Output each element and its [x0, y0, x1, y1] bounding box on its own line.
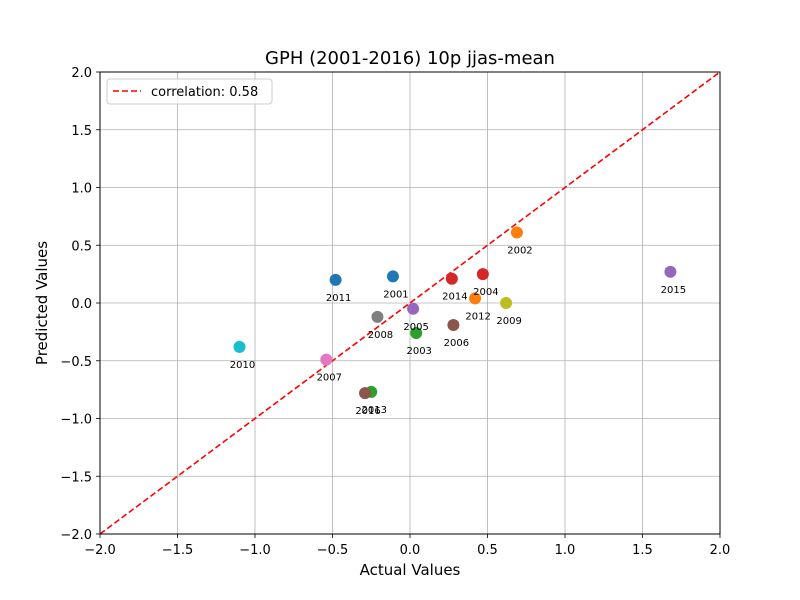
data-point-2001 [386, 270, 399, 283]
y-tick-label: 0.0 [71, 297, 92, 312]
y-tick-label: 1.0 [71, 182, 92, 197]
point-label-2009: 2009 [496, 316, 521, 327]
data-point-2011 [329, 273, 342, 286]
data-point-2015 [664, 265, 677, 278]
correlation-reference-line [99, 71, 721, 535]
y-tick-label: 0.5 [71, 239, 92, 254]
data-point-2010 [233, 340, 246, 353]
x-tick-label: 2.0 [710, 543, 731, 558]
point-label-2013: 2013 [362, 405, 387, 416]
y-tick-label: −2.0 [60, 528, 92, 543]
x-tick-label: −1.0 [239, 543, 271, 558]
data-point-2003 [410, 327, 423, 340]
y-axis-label: Predicted Values [33, 241, 51, 365]
point-label-2002: 2002 [507, 246, 532, 257]
x-axis-label: Actual Values [360, 561, 461, 579]
x-tick-label: 1.5 [632, 543, 653, 558]
data-point-2004 [476, 268, 489, 281]
x-tick-label: −0.5 [317, 543, 349, 558]
y-axis-ticks: −2.0 −1.5 −1.0 −0.5 0.0 0.5 1.0 1.5 2.0 [60, 66, 100, 543]
point-label-2006: 2006 [444, 338, 469, 349]
point-label-2004: 2004 [473, 287, 498, 298]
x-tick-label: −1.5 [162, 543, 194, 558]
x-tick-label: 1.0 [555, 543, 576, 558]
x-tick-label: −2.0 [84, 543, 116, 558]
y-tick-label: −0.5 [60, 355, 92, 370]
data-point-2012 [469, 292, 482, 305]
data-point-2016 [359, 387, 372, 400]
data-point-2009 [500, 297, 513, 309]
point-label-2008: 2008 [368, 330, 393, 341]
point-label-2011: 2011 [326, 293, 351, 304]
legend-label: correlation: 0.58 [151, 85, 258, 100]
point-label-2005: 2005 [403, 322, 428, 333]
point-label-2012: 2012 [465, 311, 490, 322]
y-tick-label: −1.5 [60, 470, 92, 485]
point-label-2015: 2015 [661, 285, 686, 296]
data-point-2014 [445, 272, 458, 285]
y-tick-label: 2.0 [71, 66, 92, 81]
x-tick-label: 0.5 [477, 543, 498, 558]
data-point-2002 [510, 226, 523, 239]
data-point-2006 [447, 318, 460, 331]
point-label-2014: 2014 [442, 292, 467, 303]
point-label-2003: 2003 [406, 346, 431, 357]
point-label-2007: 2007 [317, 373, 342, 384]
x-tick-label: 0.0 [400, 543, 421, 558]
chart-title: GPH (2001-2016) 10p jjas-mean [265, 48, 555, 69]
points-layer [233, 226, 677, 400]
point-label-2001: 2001 [383, 289, 408, 300]
reference-line-layer [99, 71, 721, 535]
y-tick-label: −1.0 [60, 413, 92, 428]
x-axis-ticks: −2.0 −1.5 −1.0 −0.5 0.0 0.5 1.0 1.5 2.0 [84, 534, 730, 558]
data-point-2005 [407, 302, 420, 315]
legend-box [106, 78, 273, 105]
point-label-2010: 2010 [230, 360, 255, 371]
y-tick-label: 1.5 [71, 124, 92, 139]
data-point-2007 [320, 353, 333, 366]
legend: correlation: 0.58 [106, 78, 273, 105]
point-labels-layer: 2001 2002 2003 2004 2005 2006 2007 2008 2009 2010… [230, 246, 686, 418]
point-label-2016: 2016 [355, 406, 380, 417]
data-point-2008 [371, 310, 384, 323]
